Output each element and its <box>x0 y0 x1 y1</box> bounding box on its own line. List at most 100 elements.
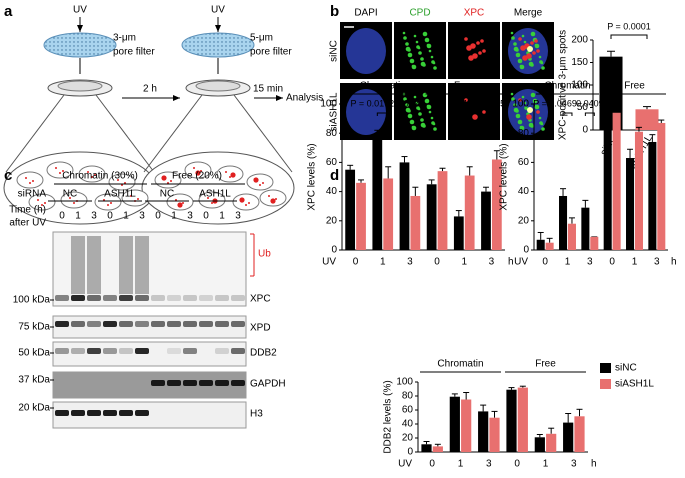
speckle <box>521 34 525 38</box>
filter-label: 5-μm <box>250 33 273 44</box>
bar <box>506 389 517 452</box>
x-tick-label: 0 <box>514 459 520 470</box>
sirna-label: ASH1L <box>199 189 231 200</box>
speckle <box>521 95 525 99</box>
y-tick-label: 60 <box>518 157 530 168</box>
smear <box>87 236 101 294</box>
damage-spot <box>177 202 183 208</box>
speckle <box>416 45 420 49</box>
speckle <box>431 60 435 64</box>
y-tick-label: 0 <box>331 245 337 256</box>
bracket <box>403 112 416 116</box>
bar <box>356 182 366 250</box>
damage-spot <box>259 184 261 186</box>
band <box>231 321 245 327</box>
cell <box>46 161 74 179</box>
cell <box>78 165 106 183</box>
band <box>71 321 85 327</box>
cone <box>143 94 203 173</box>
micrograph <box>394 22 446 79</box>
damage-spot <box>170 180 172 182</box>
band <box>103 348 117 354</box>
y-axis-label: XPC levels (%) <box>499 143 510 210</box>
damage-spot <box>275 198 277 200</box>
speckle <box>426 104 430 108</box>
band <box>215 321 229 327</box>
speckle <box>539 121 543 125</box>
speckle <box>422 92 428 98</box>
speckle <box>522 55 528 61</box>
damage-spot <box>200 170 202 172</box>
speckle <box>517 58 523 64</box>
bar <box>657 122 666 250</box>
damage-spot <box>32 180 34 182</box>
speckle <box>413 95 417 99</box>
speckle <box>418 112 422 116</box>
speckle <box>524 106 528 110</box>
micrographs <box>340 22 554 140</box>
annotation: 0.0172 <box>450 98 478 108</box>
speckle <box>476 41 480 45</box>
overlap <box>527 107 533 113</box>
speckle <box>515 52 521 58</box>
y-tick-label: 20 <box>326 215 338 226</box>
band <box>87 321 101 327</box>
cell <box>28 193 56 211</box>
x-tick-label: 3 <box>489 257 495 268</box>
speckle <box>539 60 543 64</box>
marker-label: 20 kDa <box>18 403 50 414</box>
band <box>71 410 85 416</box>
legend-swatch <box>600 379 611 389</box>
time-label: 1 <box>75 211 81 222</box>
speckle <box>482 49 486 53</box>
x-suffix: h <box>508 257 514 268</box>
bar <box>517 387 528 452</box>
bar <box>421 444 432 452</box>
bar <box>563 422 574 452</box>
speckle <box>530 92 536 98</box>
cell <box>246 173 274 191</box>
speckle <box>420 122 426 128</box>
damage-spot <box>262 182 264 184</box>
group-label: Chromatin <box>360 81 406 92</box>
legend-swatch <box>600 363 611 373</box>
speckle <box>409 58 415 64</box>
bar <box>449 396 460 452</box>
column-header: CPD <box>409 8 430 19</box>
micrograph <box>448 83 500 140</box>
band <box>119 348 133 354</box>
speckle <box>428 49 432 53</box>
band <box>135 348 149 354</box>
x-tick-label: 0 <box>609 257 615 268</box>
cell <box>108 173 136 191</box>
speckle <box>431 121 435 125</box>
speckle <box>407 113 413 119</box>
bar <box>635 109 659 130</box>
damage-spot <box>225 171 227 173</box>
y-tick-label: 100 <box>512 99 529 110</box>
bar <box>372 137 383 250</box>
damage-spot <box>91 176 93 178</box>
time-label: 3 <box>139 211 145 222</box>
x-tick-label: 1 <box>543 459 549 470</box>
group-label: Free <box>535 359 556 370</box>
time-label: 0 <box>59 211 65 222</box>
speckle <box>466 45 472 51</box>
bar <box>437 171 448 250</box>
band <box>215 295 229 301</box>
protein-label: XPC <box>250 294 271 305</box>
band <box>135 295 149 301</box>
band <box>119 321 133 327</box>
speckle <box>415 101 419 105</box>
speckle <box>523 101 527 105</box>
x-tick-label: 1 <box>632 257 638 268</box>
smear <box>135 236 149 294</box>
group-label: Chromatin <box>437 359 483 370</box>
speckle <box>407 52 413 58</box>
band <box>231 380 245 386</box>
bar <box>581 207 590 250</box>
speckle <box>411 125 415 129</box>
time-label: 1 <box>219 211 225 222</box>
speckle <box>478 51 482 55</box>
